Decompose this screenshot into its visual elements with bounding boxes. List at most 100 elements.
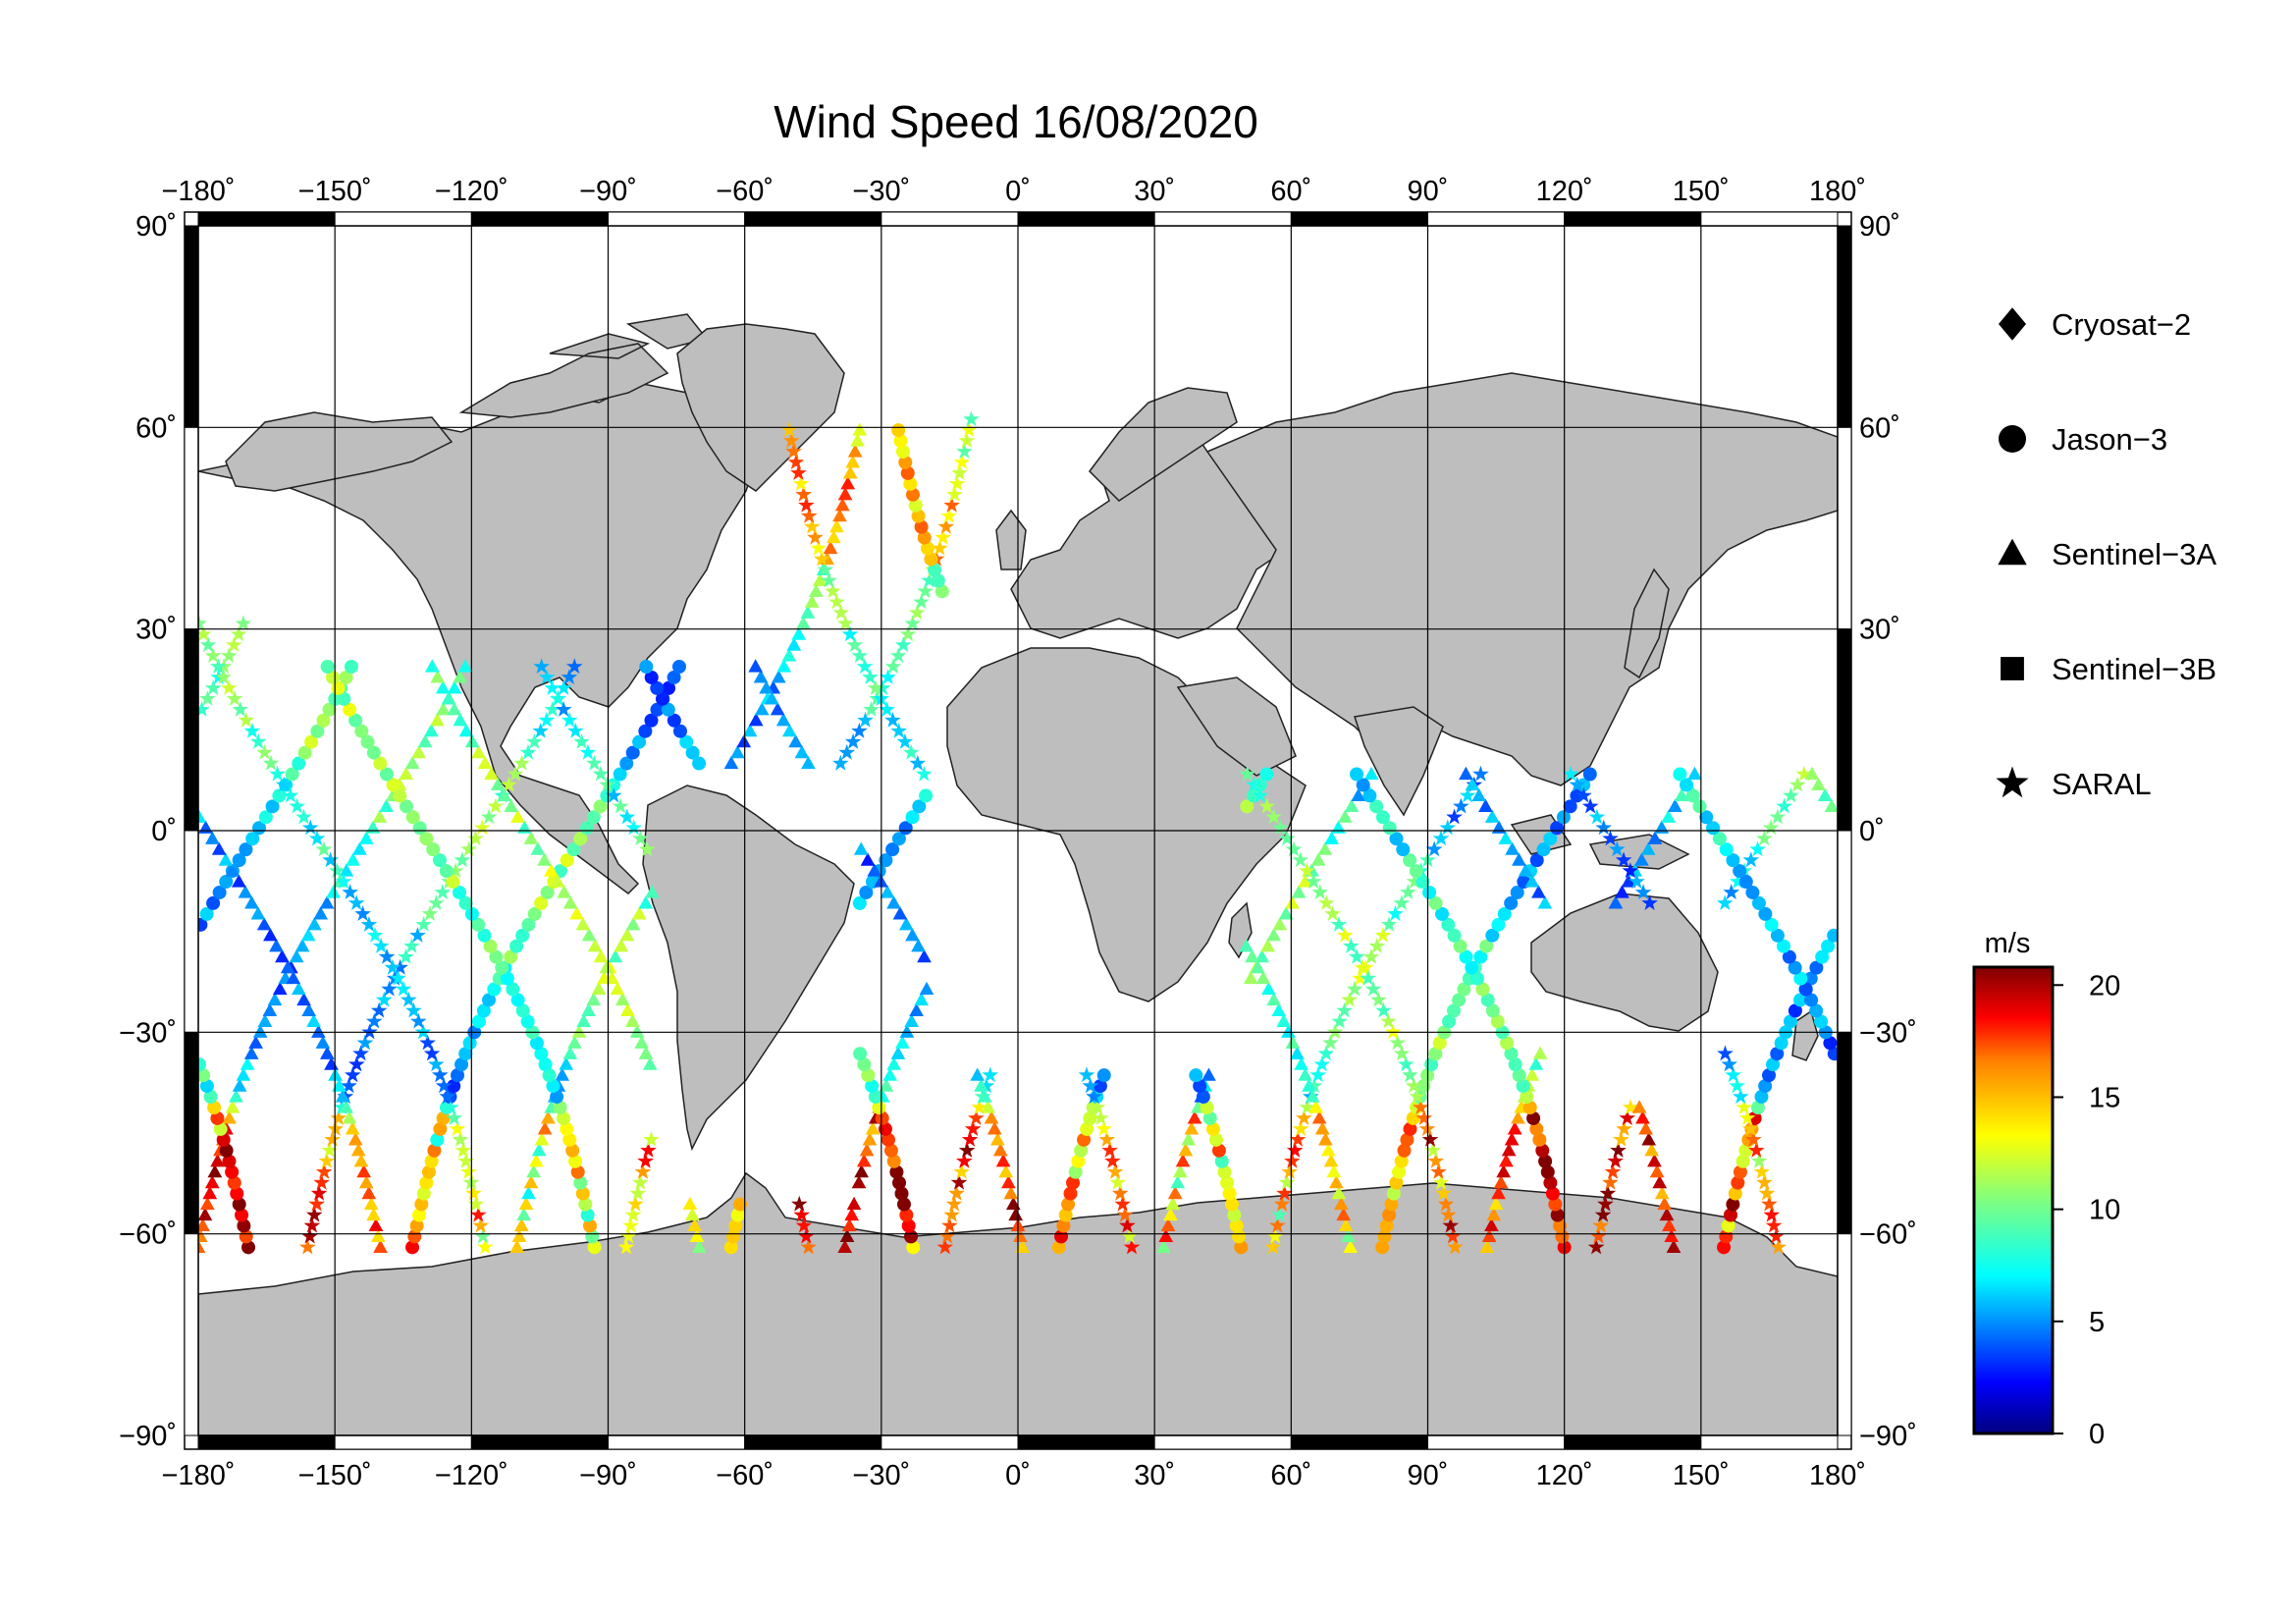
track-point (1278, 830, 1296, 846)
track-point (901, 1218, 916, 1233)
track-point (1452, 993, 1467, 1007)
track-point (243, 1046, 259, 1059)
track-point (587, 939, 603, 952)
track-point (1217, 1164, 1232, 1179)
track-point (1730, 873, 1746, 890)
track-point (285, 767, 299, 782)
track-point (1189, 1068, 1203, 1083)
track-point (531, 1143, 547, 1157)
track-point (608, 948, 623, 963)
track-point (1330, 916, 1348, 932)
track-point (521, 1185, 536, 1200)
track-point (1205, 1121, 1220, 1136)
track-point (1647, 1154, 1662, 1167)
track-point (1738, 1109, 1756, 1125)
track-point (1510, 885, 1524, 899)
track-point (244, 895, 259, 909)
track-point (409, 1218, 424, 1233)
track-point (619, 756, 634, 771)
track-point (1524, 874, 1540, 888)
frame-segment-bottom (1564, 1434, 1702, 1450)
track-point (1380, 916, 1398, 932)
track-point (1239, 939, 1254, 952)
track-point (573, 732, 590, 749)
track-point (1479, 1239, 1495, 1253)
track-point (1427, 1153, 1445, 1168)
track-point (550, 690, 566, 706)
track-point (1783, 1014, 1797, 1029)
track-point (361, 1023, 378, 1040)
track-point (474, 819, 491, 836)
track-point (859, 885, 874, 899)
track-point (1001, 1174, 1016, 1189)
track-point (482, 993, 497, 1007)
legend-symbol-square (2001, 657, 2024, 680)
frame-segment-bottom (1427, 1434, 1566, 1450)
track-point (1529, 1121, 1544, 1136)
track-point (585, 1229, 600, 1244)
track-point (515, 928, 530, 943)
track-point (846, 1196, 862, 1211)
track-point (912, 799, 927, 814)
track-point (891, 832, 906, 846)
track-point (1382, 821, 1397, 836)
frame-segment-left (184, 1031, 199, 1235)
track-point (410, 1012, 427, 1029)
track-point (800, 605, 816, 619)
track-point (1666, 1239, 1682, 1253)
track-point (909, 1002, 924, 1017)
track-point (1823, 1036, 1838, 1051)
track-point (504, 798, 519, 812)
track-point (1751, 895, 1766, 910)
track-point (943, 1206, 960, 1222)
track-point (1292, 1120, 1309, 1136)
track-point (315, 1035, 331, 1049)
track-point (1405, 1077, 1422, 1094)
track-point (544, 701, 561, 717)
track-point (348, 713, 363, 728)
track-point (452, 885, 466, 899)
track-point (1326, 1023, 1344, 1040)
track-point (381, 980, 398, 997)
track-point (1465, 960, 1479, 975)
track-point (352, 841, 367, 855)
track-point (219, 875, 234, 890)
track-point (794, 744, 810, 759)
track-point (372, 809, 388, 823)
track-point (417, 733, 433, 748)
track-point (776, 659, 792, 673)
track-point (540, 885, 555, 899)
track-point (414, 1023, 432, 1040)
track-point (521, 917, 536, 932)
track-point (1493, 1174, 1509, 1189)
colorbar-tick-label: 20 (2089, 970, 2120, 1001)
track-point (856, 658, 874, 675)
track-point (1649, 1163, 1665, 1178)
track-point (1305, 1089, 1320, 1103)
track-point (1271, 1206, 1288, 1222)
track-point (504, 949, 518, 964)
track-point (1531, 885, 1546, 898)
track-point (411, 744, 427, 759)
track-point (344, 659, 358, 674)
track-point (587, 1240, 602, 1255)
track-point (326, 885, 341, 898)
track-point (1202, 1110, 1217, 1125)
track-point (1324, 905, 1341, 921)
track-point (230, 625, 247, 642)
track-point (900, 465, 915, 480)
track-point (207, 1163, 223, 1178)
track-point (291, 981, 306, 996)
track-point (1344, 798, 1360, 812)
frame-segment-top (1427, 211, 1566, 227)
track-point (537, 1121, 553, 1135)
track-point (1104, 1153, 1121, 1168)
track-point (629, 1024, 645, 1038)
track-point (540, 1110, 556, 1124)
track-point (573, 1175, 588, 1190)
track-point (908, 604, 926, 621)
track-point (231, 874, 246, 888)
track-point (803, 517, 821, 534)
track-point (204, 1174, 220, 1189)
track-point (366, 1012, 383, 1029)
